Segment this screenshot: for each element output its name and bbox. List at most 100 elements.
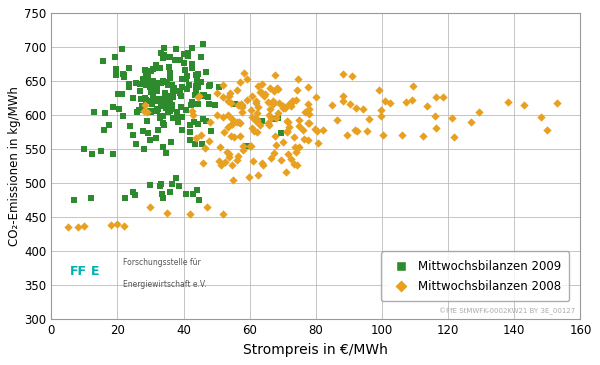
Point xyxy=(304,85,313,91)
Point xyxy=(157,96,166,102)
Point xyxy=(217,162,226,168)
Point xyxy=(151,135,161,141)
Point xyxy=(80,223,89,229)
Point xyxy=(186,103,196,108)
Point xyxy=(159,122,169,127)
Point xyxy=(197,79,206,85)
Point xyxy=(291,97,301,103)
Point xyxy=(181,76,190,82)
Point xyxy=(140,95,150,101)
Point xyxy=(257,81,267,87)
Point xyxy=(283,119,292,125)
Point xyxy=(144,68,154,74)
Point xyxy=(227,162,237,168)
Text: Forschungsstelle für: Forschungsstelle für xyxy=(122,258,200,267)
Point xyxy=(155,115,165,120)
Point xyxy=(242,143,251,149)
Point xyxy=(163,82,173,88)
Point xyxy=(152,88,162,94)
Point xyxy=(106,223,116,228)
Point xyxy=(162,80,172,85)
Point xyxy=(137,103,146,109)
Point xyxy=(160,103,169,108)
Point xyxy=(143,99,153,104)
Point xyxy=(362,128,372,134)
Point xyxy=(177,84,187,90)
Point xyxy=(164,110,173,115)
Point xyxy=(224,93,234,99)
Point xyxy=(257,118,267,124)
Point xyxy=(176,104,186,110)
Point xyxy=(119,223,129,229)
Point xyxy=(273,115,283,121)
Point xyxy=(271,142,280,148)
Point xyxy=(158,113,167,119)
Point xyxy=(63,224,73,230)
Point xyxy=(246,107,256,112)
Point xyxy=(121,195,130,201)
Point xyxy=(157,191,166,197)
Point xyxy=(150,108,160,114)
Point xyxy=(398,132,407,138)
Point xyxy=(198,92,208,98)
Point xyxy=(167,102,177,108)
Point xyxy=(205,119,214,125)
Point xyxy=(282,118,292,123)
Point xyxy=(189,119,199,125)
Point xyxy=(338,71,348,77)
Point xyxy=(270,73,280,78)
Point xyxy=(212,90,222,96)
Point xyxy=(252,129,262,135)
Point xyxy=(449,134,458,140)
Point xyxy=(430,114,439,119)
Point xyxy=(137,105,147,111)
Point xyxy=(327,102,337,108)
Point xyxy=(125,123,134,129)
Point xyxy=(238,143,247,149)
Point xyxy=(190,92,200,97)
Point xyxy=(232,119,241,125)
Point xyxy=(438,94,448,100)
Point xyxy=(407,97,416,103)
Point xyxy=(236,79,245,85)
Point xyxy=(256,123,265,128)
Point xyxy=(169,85,179,91)
Point xyxy=(553,100,562,106)
Point xyxy=(311,94,320,100)
Point xyxy=(223,124,233,130)
Text: Energiewirtschaft e.V.: Energiewirtschaft e.V. xyxy=(122,280,206,289)
Point xyxy=(146,110,155,115)
Point xyxy=(269,150,278,156)
Point xyxy=(272,85,282,91)
Point xyxy=(224,154,234,160)
Point xyxy=(172,110,181,115)
Point xyxy=(80,146,89,152)
Point xyxy=(338,93,347,99)
Point xyxy=(288,98,298,104)
Point xyxy=(313,140,322,146)
Point xyxy=(247,124,257,130)
Point xyxy=(542,127,552,133)
Point xyxy=(113,91,122,97)
Point xyxy=(239,70,249,76)
Point xyxy=(409,84,418,89)
Point xyxy=(466,119,476,125)
Point xyxy=(73,224,82,230)
Point xyxy=(283,151,293,157)
Point xyxy=(377,113,386,119)
Point xyxy=(184,82,194,88)
Point xyxy=(148,101,157,107)
Point xyxy=(475,109,484,115)
Point xyxy=(143,77,152,82)
Point xyxy=(150,86,160,92)
Point xyxy=(286,104,296,110)
Point xyxy=(379,132,388,138)
Point xyxy=(165,54,175,60)
Point xyxy=(350,127,359,133)
Point xyxy=(230,101,240,107)
Point xyxy=(205,84,214,89)
Point xyxy=(188,191,197,197)
Point xyxy=(289,134,299,140)
Point xyxy=(182,87,192,92)
Y-axis label: CO₂-Emissionen in kg/MWh: CO₂-Emissionen in kg/MWh xyxy=(8,87,22,246)
